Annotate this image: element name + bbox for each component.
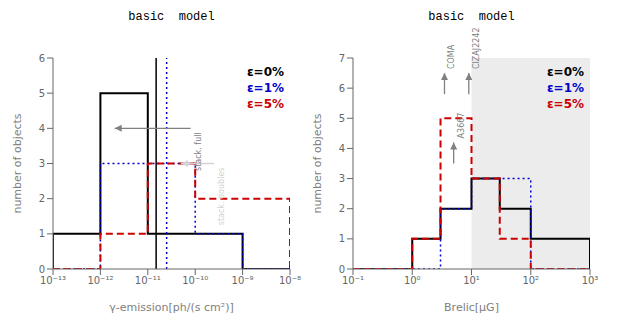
svg-text:0: 0 <box>39 264 45 275</box>
svg-text:6: 6 <box>39 53 45 64</box>
svg-text:10⁻¹²: 10⁻¹² <box>87 275 113 286</box>
svg-text:10⁻¹³: 10⁻¹³ <box>40 275 66 286</box>
svg-text:γ-emission[ph/(s cm²)]: γ-emission[ph/(s cm²)] <box>109 301 233 314</box>
svg-text:Brelic[μG]: Brelic[μG] <box>444 301 499 314</box>
svg-text:2: 2 <box>339 203 345 214</box>
svg-text:3: 3 <box>339 173 345 184</box>
svg-text:0: 0 <box>339 264 345 275</box>
svg-text:2: 2 <box>39 193 45 204</box>
html-text:ε=0%: ε=0% <box>246 65 284 79</box>
svg-text:5: 5 <box>339 113 345 124</box>
svg-text:4: 4 <box>339 143 345 154</box>
svg-text:4: 4 <box>39 123 45 134</box>
html-text:basic model: basic model <box>428 10 515 24</box>
svg-text:number of objects: number of objects <box>11 113 24 213</box>
html-text:ε=0%: ε=0% <box>546 65 584 79</box>
svg-text:10⁻¹⁰: 10⁻¹⁰ <box>182 275 208 286</box>
svg-text:5: 5 <box>39 88 45 99</box>
svg-text:1: 1 <box>339 233 345 244</box>
html-text:ε=1%: ε=1% <box>246 81 284 95</box>
svg-text:COMA: COMA <box>447 44 456 69</box>
svg-text:10⁻⁸: 10⁻⁸ <box>279 275 301 286</box>
svg-text:1: 1 <box>39 228 45 239</box>
html-text:ε=5%: ε=5% <box>246 97 284 111</box>
html-text:ε=1%: ε=1% <box>546 81 584 95</box>
svg-text:10⁻⁹: 10⁻⁹ <box>232 275 254 286</box>
html-text:basic model: basic model <box>128 10 215 24</box>
svg-text:3: 3 <box>39 158 45 169</box>
svg-text:10¹: 10¹ <box>463 275 480 286</box>
svg-text:A3667: A3667 <box>457 113 466 139</box>
svg-text:6: 6 <box>339 83 345 94</box>
svg-text:CIZAJ2242: CIZAJ2242 <box>472 27 481 69</box>
svg-text:stack. doubles: stack. doubles <box>217 168 226 226</box>
svg-text:10²: 10² <box>522 275 539 286</box>
svg-text:number of objects: number of objects <box>311 113 324 213</box>
svg-text:10⁻¹¹: 10⁻¹¹ <box>135 275 161 286</box>
svg-text:7: 7 <box>339 53 345 64</box>
svg-text:10⁰: 10⁰ <box>404 275 421 286</box>
svg-text:stack. full: stack. full <box>194 132 203 171</box>
svg-text:10³: 10³ <box>582 275 599 286</box>
html-text:ε=5%: ε=5% <box>546 97 584 111</box>
svg-text:10⁻¹: 10⁻¹ <box>342 275 364 286</box>
